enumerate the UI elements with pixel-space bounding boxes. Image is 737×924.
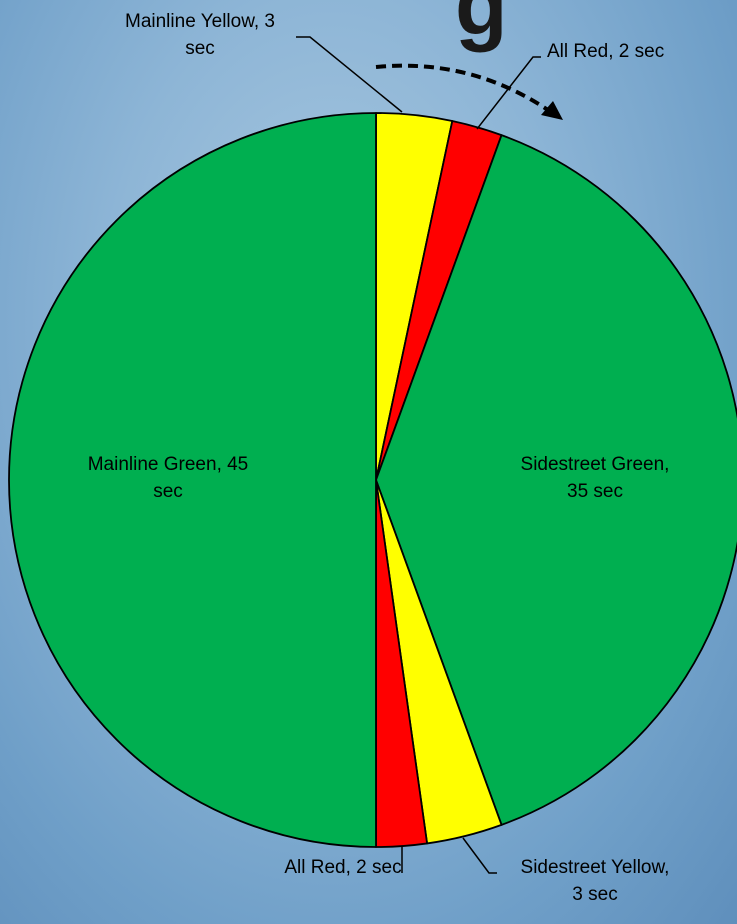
direction-arrow (375, 63, 563, 120)
leader-lines (296, 36, 541, 874)
slice-labels: Mainline Yellow, 3 sec All Red, 2 sec Sides… (88, 11, 670, 905)
pie-slice-sidestreet-green-35-sec-2 (375, 134, 737, 826)
slice-label-3: Sidestreet Yellow, 3 sec (521, 857, 670, 905)
slice-label-0: Mainline Yellow, 3 sec (125, 11, 275, 59)
slice-label-4: All Red, 2 sec (284, 857, 401, 878)
direction-arrow-shaft (375, 63, 550, 112)
direction-arrow-head (541, 101, 563, 120)
pie-slices (8, 112, 737, 848)
slice-label-1: All Red, 2 sec (547, 41, 664, 62)
pie-slice-mainline-green-45-sec-5 (8, 112, 377, 848)
leader-line-0 (296, 36, 403, 113)
slide-title-fragment: g (455, 0, 508, 53)
leader-line-1 (476, 56, 541, 130)
leader-line-3 (462, 837, 497, 874)
slice-label-5: Mainline Green, 45 sec (88, 454, 249, 502)
slice-label-2: Sidestreet Green, 35 sec (521, 454, 670, 502)
